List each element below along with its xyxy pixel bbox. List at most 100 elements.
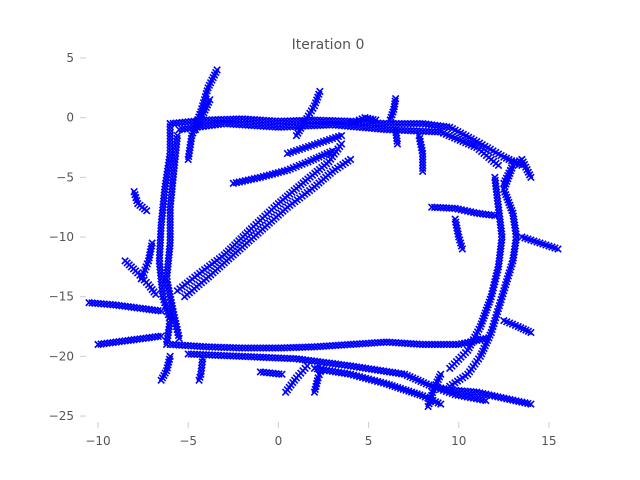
data-point: [328, 147, 337, 155]
data-point: [157, 227, 165, 235]
data-point: [166, 146, 174, 155]
data-point: [166, 119, 174, 128]
data-point: [403, 119, 412, 128]
data-point: [274, 344, 283, 352]
data-point: [418, 161, 427, 170]
data-point: [205, 343, 214, 351]
data-point: [298, 343, 307, 352]
data-point: [442, 340, 451, 349]
data-point: [418, 164, 427, 173]
data-point: [286, 117, 295, 125]
data-point: [166, 140, 174, 149]
data-point: [346, 155, 355, 164]
data-point: [268, 344, 277, 352]
data-point: [310, 116, 319, 124]
data-point: [157, 221, 165, 229]
data-point: [494, 161, 503, 170]
data-point: [229, 343, 238, 352]
data-point: [436, 400, 445, 408]
data-point: [448, 204, 456, 213]
data-point: [482, 334, 490, 343]
data-point: [418, 158, 427, 167]
data-point: [445, 340, 454, 349]
data-point: [166, 215, 174, 223]
data-point: [156, 245, 164, 253]
data-point: [280, 117, 289, 125]
data-point: [372, 116, 380, 124]
data-point: [162, 340, 171, 349]
data-point: [166, 218, 174, 226]
data-point: [391, 119, 400, 128]
data-point: [166, 203, 174, 211]
data-point: [289, 116, 298, 125]
data-point: [277, 344, 286, 352]
data-point: [307, 343, 316, 351]
data-point: [271, 344, 280, 352]
data-point: [491, 211, 499, 220]
data-point: [156, 239, 165, 247]
x-tick-label: −10: [85, 434, 110, 448]
y-tick-label: −20: [49, 349, 74, 363]
data-point: [166, 209, 174, 217]
data-point: [391, 94, 400, 103]
data-point: [213, 66, 221, 74]
data-point: [295, 343, 304, 352]
data-point: [223, 343, 232, 352]
data-point: [241, 344, 250, 352]
data-point: [156, 248, 164, 256]
data-point: [418, 149, 427, 158]
data-point: [283, 117, 292, 125]
data-point: [157, 307, 165, 315]
data-point: [274, 117, 283, 126]
data-point: [317, 364, 326, 373]
data-point: [554, 245, 562, 253]
data-point: [277, 117, 286, 125]
data-point: [166, 134, 174, 143]
data-point: [259, 344, 268, 352]
data-point: [409, 119, 418, 128]
data-point: [157, 332, 165, 340]
data-point: [445, 364, 454, 373]
data-point: [166, 125, 174, 134]
data-point: [166, 233, 174, 241]
data-point: [292, 343, 301, 352]
data-point: [316, 87, 324, 96]
data-point: [436, 340, 445, 349]
data-point: [238, 344, 247, 352]
data-point: [166, 131, 174, 140]
chart-title: Iteration 0: [292, 37, 365, 53]
data-point: [195, 376, 203, 385]
x-tick-label: 5: [365, 434, 373, 448]
x-tick-label: 15: [541, 434, 556, 448]
data-point: [151, 290, 160, 299]
data-point: [217, 343, 226, 352]
data-point: [235, 115, 244, 123]
data-point: [445, 204, 454, 212]
data-point: [400, 119, 409, 128]
data-point: [289, 343, 298, 352]
data-point: [214, 343, 223, 352]
data-point: [292, 116, 301, 125]
data-point: [418, 152, 427, 161]
data-point: [427, 203, 436, 211]
data-point: [418, 340, 427, 349]
data-point: [448, 340, 457, 349]
data-point: [451, 340, 460, 349]
data-point: [250, 344, 259, 352]
data-point: [337, 131, 346, 140]
data-point: [166, 227, 174, 235]
x-tick-label: −5: [179, 434, 197, 448]
data-points: [85, 66, 562, 411]
y-tick-label: −15: [49, 290, 74, 304]
data-point: [220, 343, 229, 352]
y-tick-label: 5: [66, 51, 74, 65]
data-point: [235, 344, 244, 352]
data-point: [397, 119, 406, 128]
data-point: [166, 236, 174, 244]
data-point: [418, 155, 427, 164]
data-point: [527, 328, 535, 337]
data-point: [436, 203, 445, 212]
data-point: [166, 143, 174, 152]
data-point: [166, 230, 174, 238]
